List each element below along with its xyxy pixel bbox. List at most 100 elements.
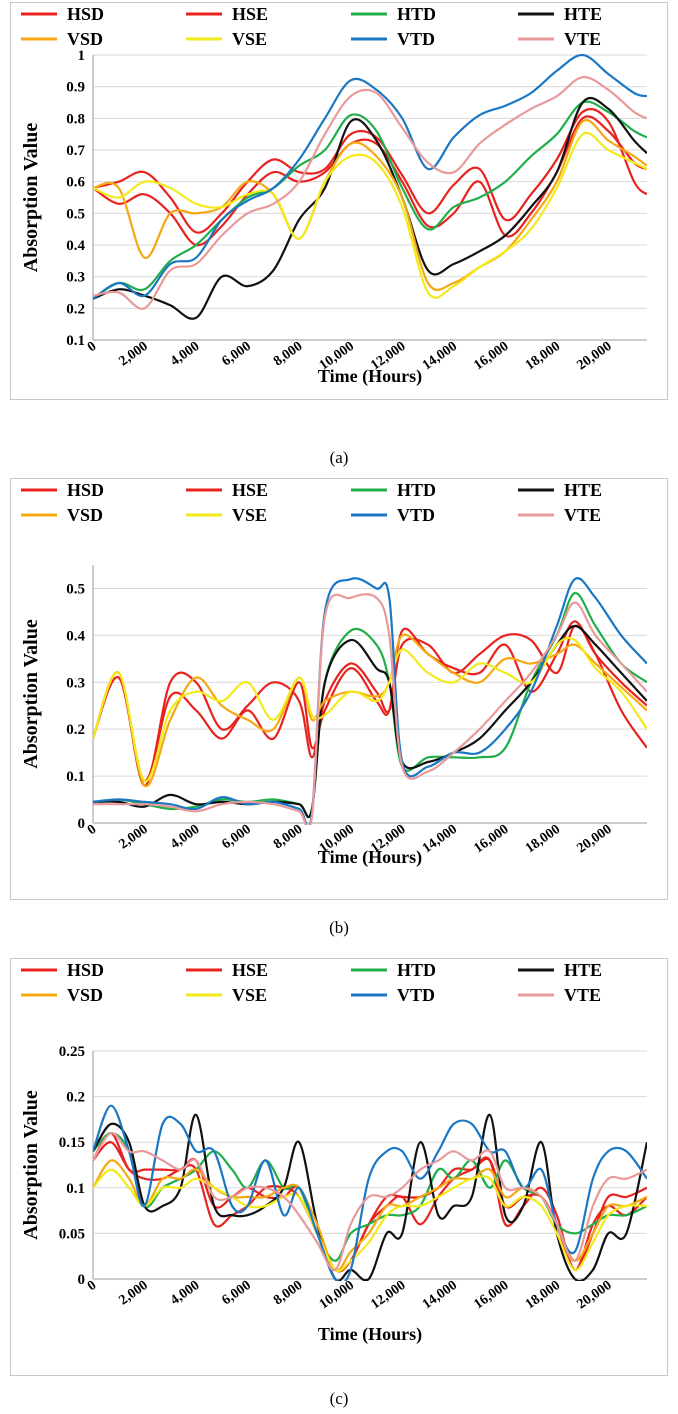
series-line-a-htd (93, 100, 647, 300)
chart-panel-c: HSD HSE HTD HTE VSD VSE VTD VTE 0 0.05 0.1 0.15 0.2 0… (10, 958, 668, 1376)
x-tick-label-b-2: 4,000 (168, 822, 202, 852)
x-tick-label-a-8: 16,000 (471, 339, 511, 373)
x-tick-label-a-4: 8,000 (271, 339, 305, 369)
legend-item-vse: VSE (186, 29, 267, 49)
series-line-a-vsd (93, 119, 647, 292)
y-tick-label-a-6: 0.7 (66, 143, 85, 159)
legend-item-vse: VSE (186, 985, 267, 1005)
y-tick-label-a-3: 0.4 (66, 238, 85, 254)
series-line-a-hse (93, 115, 647, 247)
legend-item-vtd: VTD (351, 29, 435, 49)
y-tick-label-a-8: 0.9 (66, 80, 85, 96)
legend-label-vte: VTE (564, 985, 601, 1005)
x-tick-label-c-3: 6,000 (219, 1278, 253, 1308)
legend-item-hse: HSE (186, 480, 268, 500)
y-tick-label-a-2: 0.3 (66, 270, 85, 286)
x-tick-label-b-3: 6,000 (219, 822, 253, 852)
chart-a-svg: HSD HSE HTD HTE VSD VSE VTD VTE 0.1 0.2 0.3 0.4 0.5 0… (20, 4, 647, 387)
x-axis-title-b: Time (Hours) (318, 847, 422, 868)
x-tick-label-a-10: 20,000 (575, 339, 615, 373)
legend-label-vsd: VSD (67, 505, 103, 525)
series-line-c-vtd (93, 1104, 647, 1281)
legend-item-vte: VTE (518, 985, 601, 1005)
legend-label-vse: VSE (232, 505, 267, 525)
legend-label-vte: VTE (564, 505, 601, 525)
x-tick-label-c-5: 10,000 (317, 1278, 357, 1312)
y-tick-label-c-0: 0 (78, 1272, 86, 1288)
x-axis-title-c: Time (Hours) (318, 1324, 422, 1345)
legend-label-hte: HTE (564, 960, 602, 980)
chart-panel-a: HSD HSE HTD HTE VSD VSE VTD VTE 0.1 0.2 0.3 0.4 0.5 0… (10, 2, 668, 400)
y-tick-label-b-4: 0.4 (66, 628, 85, 644)
legend-label-htd: HTD (397, 4, 436, 24)
legend-item-hsd: HSD (21, 480, 104, 500)
y-axis-title-a: Absorption Value (20, 123, 42, 273)
legend-label-vsd: VSD (67, 29, 103, 49)
x-tick-label-a-9: 18,000 (523, 339, 563, 373)
y-tick-label-a-9: 1 (78, 48, 86, 64)
legend-item-vsd: VSD (21, 505, 103, 525)
legend-label-hsd: HSD (67, 4, 104, 24)
series-line-b-vse (93, 636, 647, 782)
x-tick-label-c-9: 18,000 (523, 1278, 563, 1312)
x-tick-label-c-10: 20,000 (575, 1278, 615, 1312)
caption-c: (c) (329, 1389, 349, 1408)
legend-label-vse: VSE (232, 985, 267, 1005)
y-tick-label-b-2: 0.2 (66, 722, 85, 738)
x-tick-label-c-0: 0 (85, 1278, 99, 1294)
chart-b-svg: HSD HSE HTD HTE VSD VSE VTD VTE 0 0.1 0.2 0.3 0.4 0.5… (20, 480, 647, 868)
x-tick-label-a-7: 14,000 (420, 339, 460, 373)
legend-item-htd: HTD (351, 960, 436, 980)
caption-a: (a) (329, 448, 349, 467)
x-tick-label-b-0: 0 (85, 822, 99, 838)
x-tick-label-c-2: 4,000 (168, 1278, 202, 1308)
x-tick-label-b-10: 20,000 (575, 822, 615, 856)
legend-label-hte: HTE (564, 480, 602, 500)
legend-label-vtd: VTD (397, 505, 435, 525)
y-tick-label-c-5: 0.25 (59, 1044, 85, 1060)
legend-label-hse: HSE (232, 960, 268, 980)
series-line-a-hte (93, 97, 647, 320)
legend-label-hsd: HSD (67, 480, 104, 500)
x-tick-label-c-6: 12,000 (368, 1278, 408, 1312)
series-line-a-vse (93, 131, 647, 299)
legend-item-vtd: VTD (351, 985, 435, 1005)
x-tick-label-a-0: 0 (85, 339, 99, 355)
y-tick-label-c-2: 0.1 (66, 1181, 85, 1197)
legend-item-vte: VTE (518, 505, 601, 525)
caption-b: (b) (329, 918, 349, 937)
series-line-a-vtd (93, 53, 647, 300)
legend-label-vtd: VTD (397, 985, 435, 1005)
x-tick-label-b-7: 14,000 (420, 822, 460, 856)
legend-item-htd: HTD (351, 480, 436, 500)
legend-label-vse: VSE (232, 29, 267, 49)
legend-item-vte: VTE (518, 29, 601, 49)
legend-item-hte: HTE (518, 960, 602, 980)
chart-c-svg: HSD HSE HTD HTE VSD VSE VTD VTE 0 0.05 0.1 0.15 0.2 0… (20, 960, 647, 1345)
legend-item-hse: HSE (186, 960, 268, 980)
y-tick-label-c-3: 0.15 (59, 1135, 85, 1151)
series-line-c-vte (93, 1132, 647, 1272)
x-tick-label-c-8: 16,000 (471, 1278, 511, 1312)
x-tick-label-c-7: 14,000 (420, 1278, 460, 1312)
legend-item-hte: HTE (518, 4, 602, 24)
y-tick-label-a-5: 0.6 (66, 175, 85, 191)
legend-label-hte: HTE (564, 4, 602, 24)
legend-label-hse: HSE (232, 480, 268, 500)
y-tick-label-a-4: 0.5 (66, 206, 85, 222)
x-tick-label-a-1: 2,000 (116, 339, 150, 369)
x-tick-label-b-1: 2,000 (116, 822, 150, 852)
series-line-c-vse (93, 1168, 647, 1273)
series-line-b-hsd (93, 624, 647, 787)
y-tick-label-a-7: 0.8 (66, 111, 85, 127)
y-tick-label-b-5: 0.5 (66, 581, 85, 597)
legend-label-htd: HTD (397, 960, 436, 980)
y-axis-title-c: Absorption Value (20, 1090, 42, 1240)
legend-label-hsd: HSD (67, 960, 104, 980)
series-line-b-vte (93, 593, 647, 825)
series-line-b-hse (93, 620, 647, 782)
y-tick-label-b-3: 0.3 (66, 675, 85, 691)
legend-item-vsd: VSD (21, 29, 103, 49)
series-line-b-vtd (93, 577, 647, 825)
legend-item-hsd: HSD (21, 4, 104, 24)
